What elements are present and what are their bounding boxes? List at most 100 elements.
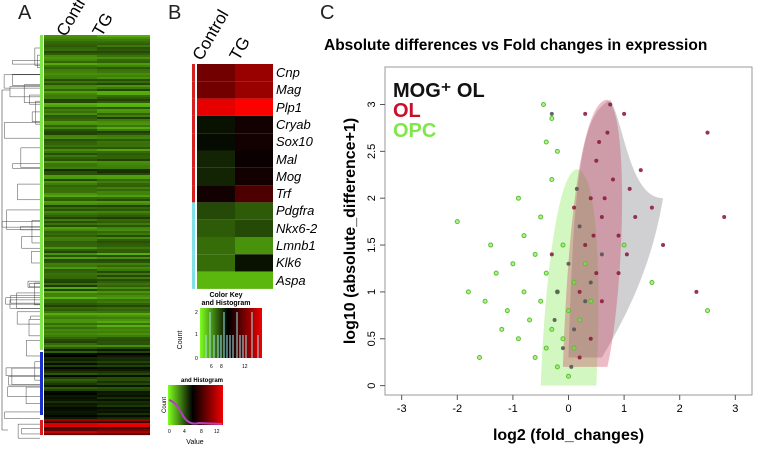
heatmap-cell	[97, 401, 150, 404]
heatmap-cell	[97, 53, 150, 56]
key2-group: and Histogram 0 4 8 12 Value	[168, 378, 223, 446]
gene-label: Sox10	[276, 134, 313, 150]
point-opc	[538, 214, 544, 220]
heatmap-cell	[97, 259, 150, 262]
heatmap-cell	[44, 49, 97, 52]
key1-xtick: 6	[210, 364, 213, 370]
dendrogram-branch	[37, 54, 40, 68]
heatmap-cell	[97, 219, 150, 222]
heatmap-cell	[97, 189, 150, 192]
point-opc	[454, 219, 460, 225]
heatmap-cell	[44, 189, 97, 192]
heatmap-cell	[44, 303, 97, 306]
heatmap-cell	[44, 61, 97, 64]
key1-histogram	[205, 312, 259, 358]
heatmap-cell-tg	[235, 115, 273, 134]
heatmap-cell	[97, 105, 150, 108]
heatmap-cell	[97, 167, 150, 170]
heatmap-cell	[97, 151, 150, 154]
heatmap-cell	[97, 355, 150, 358]
heatmap-cell	[44, 295, 97, 298]
heatmap-cell	[97, 145, 150, 148]
heatmap-cell	[97, 159, 150, 162]
point-opc	[488, 242, 494, 248]
heatmap-cell	[44, 423, 97, 426]
heatmap-cell	[97, 231, 150, 234]
heatmap-cell	[97, 325, 150, 328]
heatmap-cell	[44, 163, 97, 166]
point-ol	[597, 139, 602, 144]
heatmap-cell	[97, 379, 150, 382]
heatmap-cell	[97, 341, 150, 344]
heatmap-cell	[44, 325, 97, 328]
point-opc	[566, 308, 571, 314]
heatmap-cell	[44, 133, 97, 136]
heatmap-cell	[44, 37, 97, 40]
heatmap-cell	[97, 213, 150, 216]
dendrogram-branch	[4, 122, 40, 139]
heatmap-cell	[97, 287, 150, 290]
heatmap-cell	[44, 311, 97, 314]
heatmap-cell-control	[197, 202, 235, 220]
heatmap-cell	[44, 263, 97, 266]
heatmap-cell	[44, 203, 97, 206]
heatmap-cell	[44, 415, 97, 418]
heatmap-cell	[97, 293, 150, 296]
heatmap-cell	[44, 109, 97, 112]
heatmap-cell	[44, 373, 97, 376]
heatmap-cell	[44, 137, 97, 140]
heatmap-cell	[97, 273, 150, 276]
x-axis-label: log2 (fold_changes)	[493, 427, 644, 444]
heatmap-cell	[44, 39, 97, 42]
heatmap-cell	[97, 107, 150, 110]
heatmap-cell	[97, 415, 150, 418]
heatmap-cell	[97, 411, 150, 414]
heatmap-cell	[44, 425, 97, 428]
heatmap-cell	[44, 393, 97, 396]
heatmap-cell	[97, 223, 150, 226]
heatmap-cell	[44, 257, 97, 260]
heatmap-cell	[44, 121, 97, 124]
heatmap-cell	[97, 365, 150, 368]
heatmap-cell	[44, 347, 97, 350]
heatmap-cell	[44, 225, 97, 228]
heatmap-cell	[44, 299, 97, 302]
heatmap-cell	[97, 269, 150, 272]
key2-xtick: 12	[214, 429, 220, 435]
heatmap-cell	[44, 413, 97, 416]
heatmap-cell	[97, 329, 150, 332]
heatmap-cell	[97, 77, 150, 80]
point-opc	[560, 336, 566, 342]
heatmap-cell	[97, 193, 150, 196]
point-opc	[538, 298, 544, 304]
dendrogram-branch	[34, 47, 40, 66]
key2-xtick: 8	[200, 429, 203, 435]
point-opc	[543, 345, 549, 351]
heatmap-cell	[97, 211, 150, 214]
heatmap-cell	[44, 261, 97, 264]
heatmap-cell	[44, 215, 97, 218]
dendrogram-branch	[6, 209, 40, 230]
heatmap-cell	[44, 241, 97, 244]
cluster-bar-red	[40, 420, 43, 435]
heatmap-cell	[97, 291, 150, 294]
density-ol	[562, 99, 623, 367]
heatmap-cell	[97, 377, 150, 380]
point-opc	[543, 270, 549, 276]
point-opc	[465, 289, 471, 295]
point-opc	[549, 176, 555, 182]
heatmap-cell	[97, 285, 150, 288]
dendrogram-branch	[34, 361, 40, 381]
heatmap-cell	[44, 217, 97, 220]
heatmap-cell	[44, 233, 97, 236]
heatmap-cell	[97, 199, 150, 202]
group-bar	[192, 115, 195, 134]
cluster-bar-green	[40, 35, 43, 350]
key2-ylabel: Count	[162, 397, 168, 413]
heatmap-cell	[97, 371, 150, 374]
dendrogram-branch	[12, 60, 40, 65]
point-opc	[571, 280, 577, 286]
heatmap-cell	[44, 149, 97, 152]
heatmap-cell	[44, 367, 97, 370]
